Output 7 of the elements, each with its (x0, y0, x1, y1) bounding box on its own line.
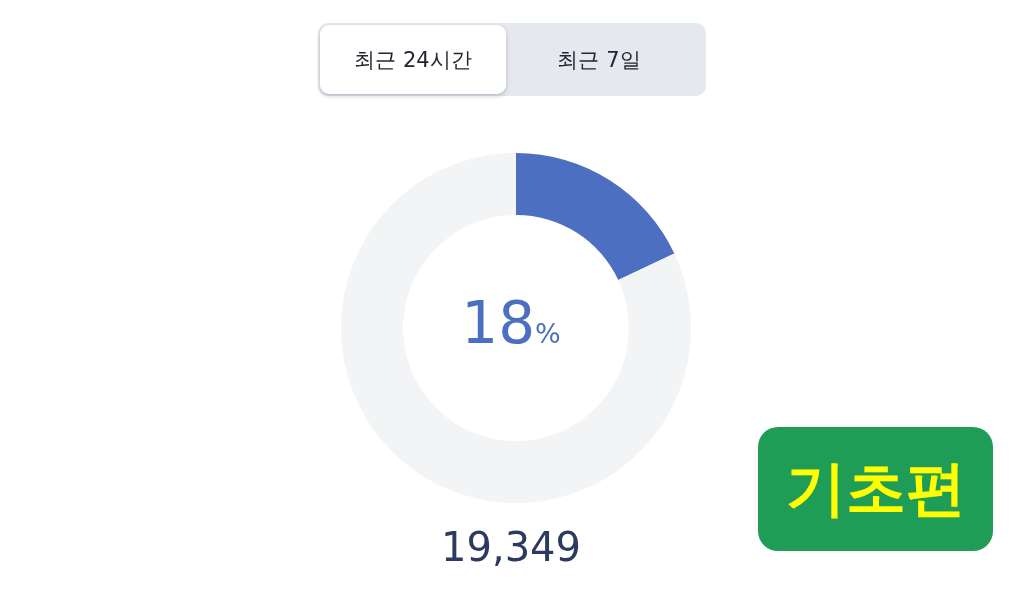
donut-slice (516, 153, 675, 280)
text: 19,349 (440, 523, 582, 572)
donut-slice (341, 153, 691, 503)
segmented-control: 최근 24시간 최근 7일 (318, 23, 706, 96)
text: 18% (461, 289, 561, 357)
badge: 기초편 (758, 427, 993, 551)
toggle-button: 최근 24시간 (320, 25, 506, 94)
